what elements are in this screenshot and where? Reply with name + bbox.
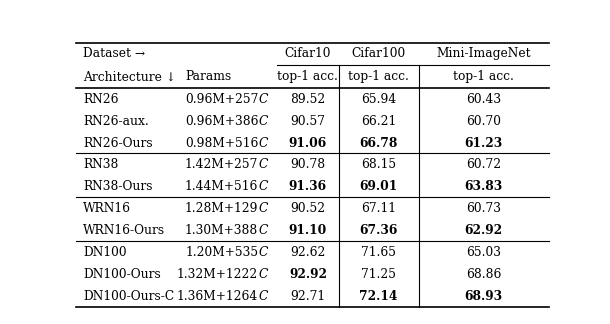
Text: 65.03: 65.03 bbox=[466, 246, 501, 259]
Text: DN100-Ours: DN100-Ours bbox=[84, 268, 161, 281]
Text: 62.92: 62.92 bbox=[465, 224, 503, 237]
Text: RN26-Ours: RN26-Ours bbox=[84, 136, 153, 150]
Text: 68.15: 68.15 bbox=[361, 158, 396, 171]
Text: C: C bbox=[258, 268, 268, 281]
Text: 68.93: 68.93 bbox=[465, 290, 503, 303]
Text: 66.21: 66.21 bbox=[361, 115, 397, 128]
Text: 60.43: 60.43 bbox=[466, 93, 501, 106]
Text: 92.92: 92.92 bbox=[289, 268, 327, 281]
Text: Mini-ImageNet: Mini-ImageNet bbox=[436, 47, 531, 60]
Text: 72.14: 72.14 bbox=[359, 290, 398, 303]
Text: 0.96M+257: 0.96M+257 bbox=[185, 93, 258, 106]
Text: C: C bbox=[258, 136, 268, 150]
Text: 65.94: 65.94 bbox=[361, 93, 397, 106]
Text: 61.23: 61.23 bbox=[465, 136, 503, 150]
Text: 90.78: 90.78 bbox=[290, 158, 326, 171]
Text: 1.44M+516: 1.44M+516 bbox=[185, 180, 258, 193]
Text: Cifar10: Cifar10 bbox=[285, 47, 331, 60]
Text: 68.86: 68.86 bbox=[466, 268, 501, 281]
Text: top-1 acc.: top-1 acc. bbox=[348, 70, 409, 83]
Text: C: C bbox=[258, 180, 268, 193]
Text: RN38-Ours: RN38-Ours bbox=[84, 180, 153, 193]
Text: 92.62: 92.62 bbox=[290, 246, 326, 259]
Text: C: C bbox=[258, 158, 268, 171]
Text: 1.20M+535: 1.20M+535 bbox=[185, 246, 258, 259]
Text: C: C bbox=[258, 93, 268, 106]
Text: C: C bbox=[258, 290, 268, 303]
Text: DN100-Ours-C: DN100-Ours-C bbox=[84, 290, 174, 303]
Text: 90.52: 90.52 bbox=[290, 202, 326, 215]
Text: 1.36M+1264: 1.36M+1264 bbox=[177, 290, 258, 303]
Text: 60.72: 60.72 bbox=[466, 158, 501, 171]
Text: 91.10: 91.10 bbox=[289, 224, 327, 237]
Text: Dataset →: Dataset → bbox=[84, 47, 145, 60]
Text: DN100: DN100 bbox=[84, 246, 127, 259]
Text: Cifar100: Cifar100 bbox=[351, 47, 406, 60]
Text: 67.11: 67.11 bbox=[361, 202, 396, 215]
Text: 91.06: 91.06 bbox=[289, 136, 327, 150]
Text: 71.25: 71.25 bbox=[361, 268, 396, 281]
Text: Architecture ↓: Architecture ↓ bbox=[84, 70, 176, 83]
Text: WRN16: WRN16 bbox=[84, 202, 131, 215]
Text: top-1 acc.: top-1 acc. bbox=[278, 70, 339, 83]
Text: 1.42M+257: 1.42M+257 bbox=[185, 158, 258, 171]
Text: WRN16-Ours: WRN16-Ours bbox=[84, 224, 165, 237]
Text: Params: Params bbox=[185, 70, 232, 83]
Text: C: C bbox=[258, 202, 268, 215]
Text: 91.36: 91.36 bbox=[289, 180, 327, 193]
Text: RN26: RN26 bbox=[84, 93, 119, 106]
Text: 90.57: 90.57 bbox=[290, 115, 325, 128]
Text: C: C bbox=[258, 115, 268, 128]
Text: 1.28M+129: 1.28M+129 bbox=[185, 202, 258, 215]
Text: 60.70: 60.70 bbox=[466, 115, 501, 128]
Text: 67.36: 67.36 bbox=[359, 224, 398, 237]
Text: RN38: RN38 bbox=[84, 158, 119, 171]
Text: 1.30M+388: 1.30M+388 bbox=[185, 224, 258, 237]
Text: 0.98M+516: 0.98M+516 bbox=[185, 136, 258, 150]
Text: 60.73: 60.73 bbox=[466, 202, 501, 215]
Text: RN26-aux.: RN26-aux. bbox=[84, 115, 149, 128]
Text: top-1 acc.: top-1 acc. bbox=[453, 70, 514, 83]
Text: 92.71: 92.71 bbox=[290, 290, 326, 303]
Text: 0.96M+386: 0.96M+386 bbox=[185, 115, 258, 128]
Text: 1.32M+1222: 1.32M+1222 bbox=[177, 268, 258, 281]
Text: C: C bbox=[258, 246, 268, 259]
Text: 63.83: 63.83 bbox=[465, 180, 503, 193]
Text: 66.78: 66.78 bbox=[359, 136, 398, 150]
Text: 89.52: 89.52 bbox=[290, 93, 326, 106]
Text: 71.65: 71.65 bbox=[361, 246, 396, 259]
Text: 69.01: 69.01 bbox=[359, 180, 398, 193]
Text: C: C bbox=[258, 224, 268, 237]
